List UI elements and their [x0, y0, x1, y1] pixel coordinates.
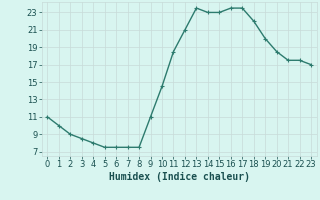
X-axis label: Humidex (Indice chaleur): Humidex (Indice chaleur) [109, 172, 250, 182]
